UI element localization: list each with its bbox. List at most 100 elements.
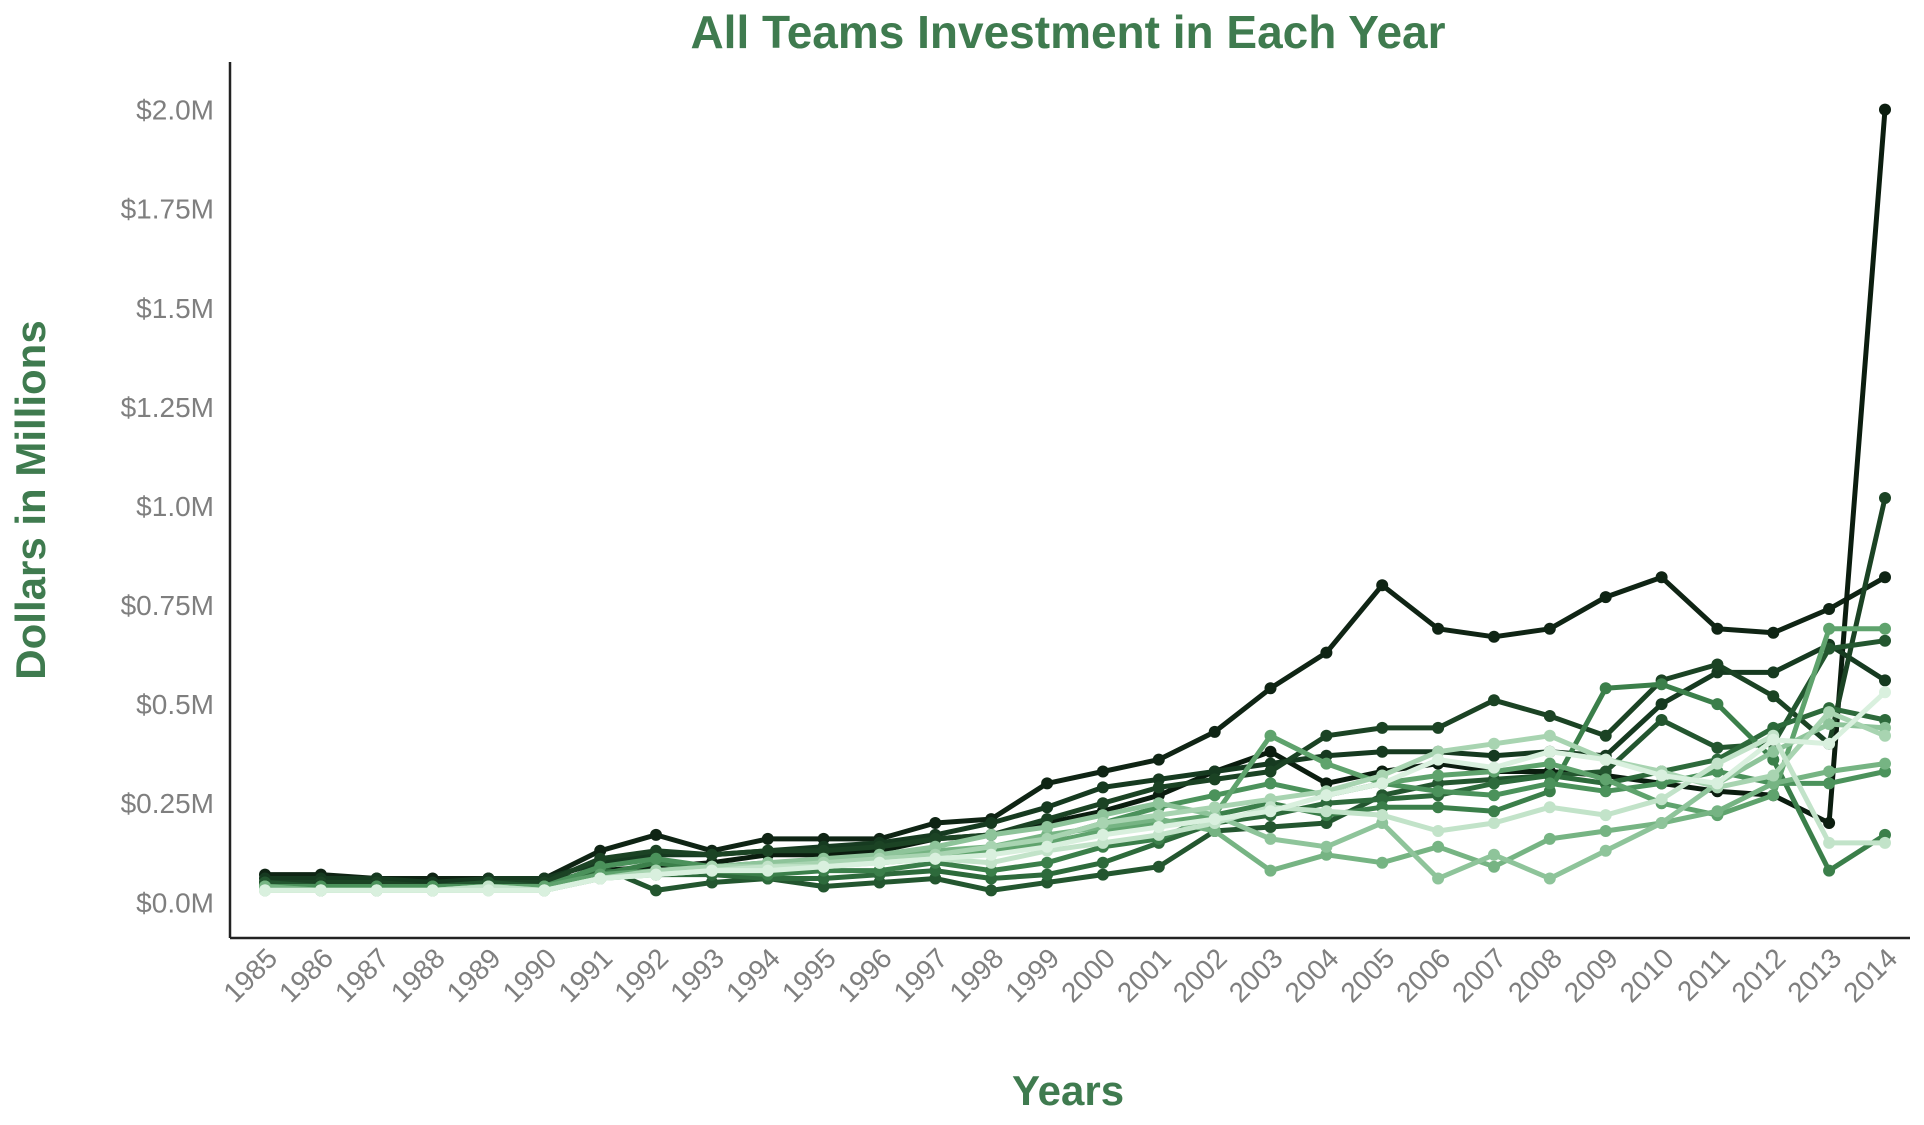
data-point bbox=[1096, 868, 1109, 881]
data-point bbox=[1376, 745, 1389, 758]
data-point bbox=[1432, 769, 1445, 782]
data-point bbox=[1488, 789, 1500, 802]
x-tick-label: 1986 bbox=[273, 942, 339, 1008]
data-point bbox=[1711, 622, 1724, 635]
y-tick-label: $0.0M bbox=[136, 887, 214, 918]
x-tick-label: 1997 bbox=[888, 942, 954, 1008]
data-point bbox=[1432, 840, 1445, 853]
data-point bbox=[1320, 757, 1333, 770]
data-point bbox=[1264, 864, 1277, 877]
data-point bbox=[1320, 805, 1333, 818]
data-point bbox=[1767, 666, 1780, 679]
data-point bbox=[985, 884, 998, 897]
data-point bbox=[1096, 856, 1109, 869]
data-point bbox=[1376, 777, 1389, 790]
data-point bbox=[1879, 492, 1891, 504]
data-point bbox=[761, 832, 774, 845]
data-point bbox=[1041, 868, 1054, 881]
x-tick-label: 1991 bbox=[552, 942, 618, 1008]
data-point bbox=[1767, 626, 1780, 639]
data-point bbox=[1152, 797, 1165, 810]
data-point bbox=[1208, 773, 1221, 786]
data-point bbox=[1543, 757, 1556, 770]
data-point bbox=[1320, 729, 1333, 742]
x-tick-label: 2010 bbox=[1614, 942, 1680, 1008]
x-tick-label: 2008 bbox=[1502, 942, 1568, 1008]
data-point bbox=[426, 884, 439, 897]
data-point bbox=[1655, 817, 1668, 829]
data-point bbox=[1655, 769, 1668, 782]
data-point bbox=[1711, 777, 1724, 790]
data-point bbox=[1543, 622, 1556, 635]
data-point bbox=[1152, 781, 1165, 794]
data-point bbox=[1543, 832, 1556, 845]
data-point bbox=[259, 884, 271, 897]
data-point bbox=[1879, 729, 1891, 742]
data-point bbox=[1879, 836, 1891, 849]
data-point bbox=[1711, 698, 1724, 711]
data-point bbox=[1376, 579, 1389, 592]
data-point bbox=[1488, 817, 1500, 829]
data-point bbox=[1041, 801, 1054, 814]
data-point bbox=[1208, 789, 1221, 802]
data-point bbox=[1096, 781, 1109, 794]
data-point bbox=[1879, 634, 1891, 647]
data-point bbox=[817, 860, 830, 873]
data-point bbox=[1543, 729, 1556, 742]
data-point bbox=[650, 828, 662, 841]
data-point bbox=[1711, 757, 1724, 770]
y-tick-label: $0.75M bbox=[121, 590, 214, 621]
data-point bbox=[1432, 721, 1445, 734]
data-point bbox=[1488, 848, 1500, 861]
data-point bbox=[1096, 828, 1109, 841]
data-point bbox=[1208, 813, 1221, 826]
data-point bbox=[1599, 785, 1612, 798]
data-point bbox=[1264, 777, 1277, 790]
data-point bbox=[929, 852, 942, 865]
data-point bbox=[1767, 733, 1780, 746]
data-point bbox=[1711, 741, 1724, 754]
x-tick-label: 1993 bbox=[664, 942, 730, 1008]
data-point bbox=[1264, 682, 1277, 695]
data-point bbox=[985, 828, 998, 841]
series-layer bbox=[259, 103, 1891, 897]
data-point bbox=[1543, 872, 1556, 885]
data-point bbox=[1488, 777, 1500, 790]
data-point bbox=[929, 817, 942, 829]
data-point bbox=[1543, 801, 1556, 814]
data-point bbox=[1264, 765, 1277, 778]
data-point bbox=[1152, 860, 1165, 873]
data-point bbox=[1096, 765, 1109, 778]
data-point bbox=[1823, 836, 1836, 849]
data-point bbox=[985, 848, 998, 861]
data-point bbox=[1488, 630, 1500, 643]
x-tick-label: 2012 bbox=[1726, 942, 1792, 1008]
data-point bbox=[1823, 817, 1836, 829]
data-point bbox=[1879, 686, 1891, 699]
data-point bbox=[1599, 844, 1612, 857]
data-point bbox=[1152, 809, 1165, 822]
data-point bbox=[1041, 856, 1054, 869]
data-point bbox=[1823, 864, 1836, 877]
data-point bbox=[705, 848, 718, 861]
x-tick-label: 1994 bbox=[720, 942, 786, 1008]
x-tick-label: 2007 bbox=[1446, 942, 1512, 1008]
data-point bbox=[1767, 789, 1780, 802]
data-point bbox=[1823, 718, 1836, 730]
data-point bbox=[1488, 694, 1500, 707]
data-point bbox=[1264, 745, 1277, 758]
data-point bbox=[650, 868, 662, 881]
data-point bbox=[1879, 103, 1891, 116]
data-point bbox=[1432, 872, 1445, 885]
data-point bbox=[1599, 753, 1612, 766]
data-point bbox=[1488, 749, 1500, 762]
data-point bbox=[1599, 825, 1612, 837]
x-tick-label: 2003 bbox=[1223, 942, 1289, 1008]
data-point bbox=[1264, 805, 1277, 818]
data-point bbox=[1711, 805, 1724, 818]
data-point bbox=[370, 884, 383, 897]
data-point bbox=[1320, 789, 1333, 802]
chart-title: All Teams Investment in Each Year bbox=[690, 6, 1445, 58]
